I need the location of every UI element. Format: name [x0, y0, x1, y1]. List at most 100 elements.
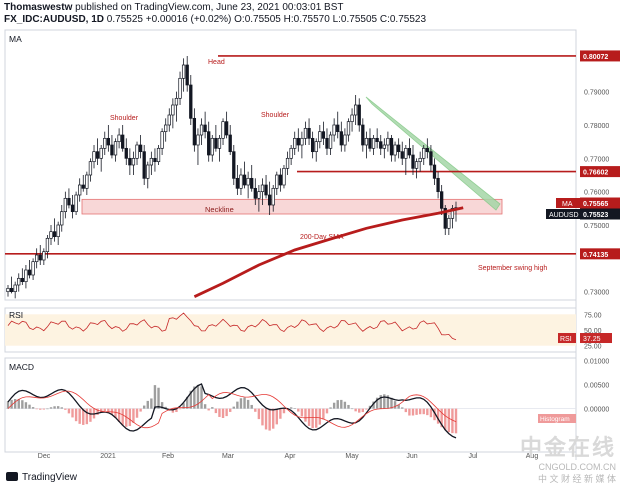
candle-body	[135, 144, 139, 159]
candle-body	[440, 191, 444, 209]
candle-body	[20, 277, 24, 283]
macd-histogram-bar	[444, 408, 447, 431]
price-label-low: 0.74135	[583, 252, 608, 259]
panel-frame-3	[4, 357, 577, 453]
macd-histogram-bar	[264, 408, 268, 430]
macd-histogram-bar	[67, 408, 71, 414]
macd-histogram-bar	[71, 408, 74, 418]
candle-body	[293, 137, 297, 149]
price-tick-label: 0.78000	[584, 123, 609, 130]
macd-histogram-bar	[146, 400, 149, 409]
symbol-value-label: 0.75523	[583, 212, 608, 219]
macd-histogram-bar	[418, 408, 422, 415]
price-label-mid: 0.76602	[583, 170, 608, 177]
candle-body	[371, 137, 376, 149]
macd-histogram-bar	[293, 408, 296, 409]
candle-body	[429, 151, 433, 166]
macd-histogram-bar	[103, 408, 106, 412]
macd-histogram-bar	[422, 408, 425, 415]
candle-body	[156, 147, 161, 163]
price-change: +0.00016 (+0.02%)	[145, 14, 232, 25]
macd-histogram-bar	[393, 401, 397, 409]
candle-body	[124, 147, 128, 159]
macd-histogram-bar	[246, 399, 250, 409]
macd-histogram-bar	[17, 399, 20, 409]
macd-histogram-bar	[261, 408, 264, 426]
candle-body	[314, 141, 318, 153]
macd-histogram-bar	[322, 408, 325, 420]
macd-histogram-bar	[329, 407, 332, 409]
macd-histogram-bar	[142, 405, 146, 409]
candle-body	[99, 147, 103, 159]
candle-body	[174, 97, 179, 106]
macd-histogram-bar	[153, 385, 157, 409]
candle-body	[389, 137, 394, 156]
candle-body	[336, 124, 340, 133]
candle-body	[318, 131, 322, 143]
candle-body	[24, 269, 28, 283]
candle-body	[160, 131, 164, 149]
x-tick-label: Feb	[162, 453, 174, 460]
macd-histogram-bar	[21, 400, 24, 409]
candle-body	[289, 147, 293, 159]
macd-histogram-bar	[340, 399, 343, 409]
x-tick-label: Jul	[469, 453, 478, 460]
candle-body	[375, 137, 379, 143]
macd-histogram-bar	[225, 408, 228, 417]
macd-tick-label: 0.00000	[584, 407, 609, 414]
panel-label-ma: MA	[9, 34, 22, 44]
macd-histogram-bar	[42, 408, 46, 410]
price-tick-label: 0.75000	[584, 223, 609, 230]
candle-body	[232, 151, 236, 179]
macd-histogram-bar	[361, 408, 365, 413]
macd-histogram-bar	[243, 397, 246, 409]
candle-body	[88, 161, 93, 176]
macd-histogram-bar	[289, 407, 293, 409]
macd-histogram-bar	[35, 408, 38, 410]
high-value: H:0.75570	[283, 14, 330, 25]
candle-body	[60, 211, 64, 226]
macd-histogram-bar	[157, 387, 160, 409]
rsi-value-box	[580, 333, 612, 344]
macd-histogram-bar	[433, 408, 436, 421]
macd-histogram-bar	[447, 408, 451, 433]
macd-histogram-bar	[429, 408, 433, 418]
low-value: L:0.75505	[332, 14, 378, 25]
candle-body	[45, 237, 50, 253]
candle-body	[267, 194, 272, 206]
macd-histogram-bar	[218, 408, 221, 417]
price-tick-label: 0.77000	[584, 156, 609, 163]
macd-histogram-bar	[282, 408, 286, 414]
candle-body	[275, 174, 279, 189]
macd-histogram-bar	[415, 408, 418, 415]
macd-histogram-bar	[107, 408, 110, 412]
candle-body	[85, 174, 89, 189]
candle-body	[153, 157, 157, 163]
macd-histogram-bar	[85, 408, 89, 425]
macd-histogram-bar	[196, 384, 200, 409]
candle-body	[106, 137, 111, 146]
macd-histogram-bar	[325, 408, 329, 414]
candle-body	[418, 157, 422, 163]
candle-body	[70, 204, 75, 213]
symbol-tag-label: AUDUSD	[549, 212, 579, 219]
candle-body	[121, 134, 125, 149]
candle-body	[224, 121, 229, 136]
candle-body	[264, 184, 268, 196]
price-tick-label: 0.73000	[584, 290, 609, 297]
macd-histogram-bar	[56, 406, 60, 409]
sma-200-line	[193, 206, 464, 298]
macd-histogram-bar	[426, 408, 429, 416]
macd-histogram-bar	[132, 408, 135, 423]
candle-body	[181, 64, 186, 79]
candle-body	[42, 251, 46, 261]
macd-histogram-bar	[336, 400, 339, 409]
macd-histogram-bar	[300, 408, 304, 417]
macd-histogram-bar	[279, 408, 282, 419]
candle-body	[217, 137, 222, 149]
candle-body	[178, 77, 182, 99]
macd-histogram-bar	[128, 408, 132, 427]
candle-body	[271, 187, 275, 206]
rsi-band	[5, 314, 576, 346]
candle-body	[422, 147, 426, 159]
